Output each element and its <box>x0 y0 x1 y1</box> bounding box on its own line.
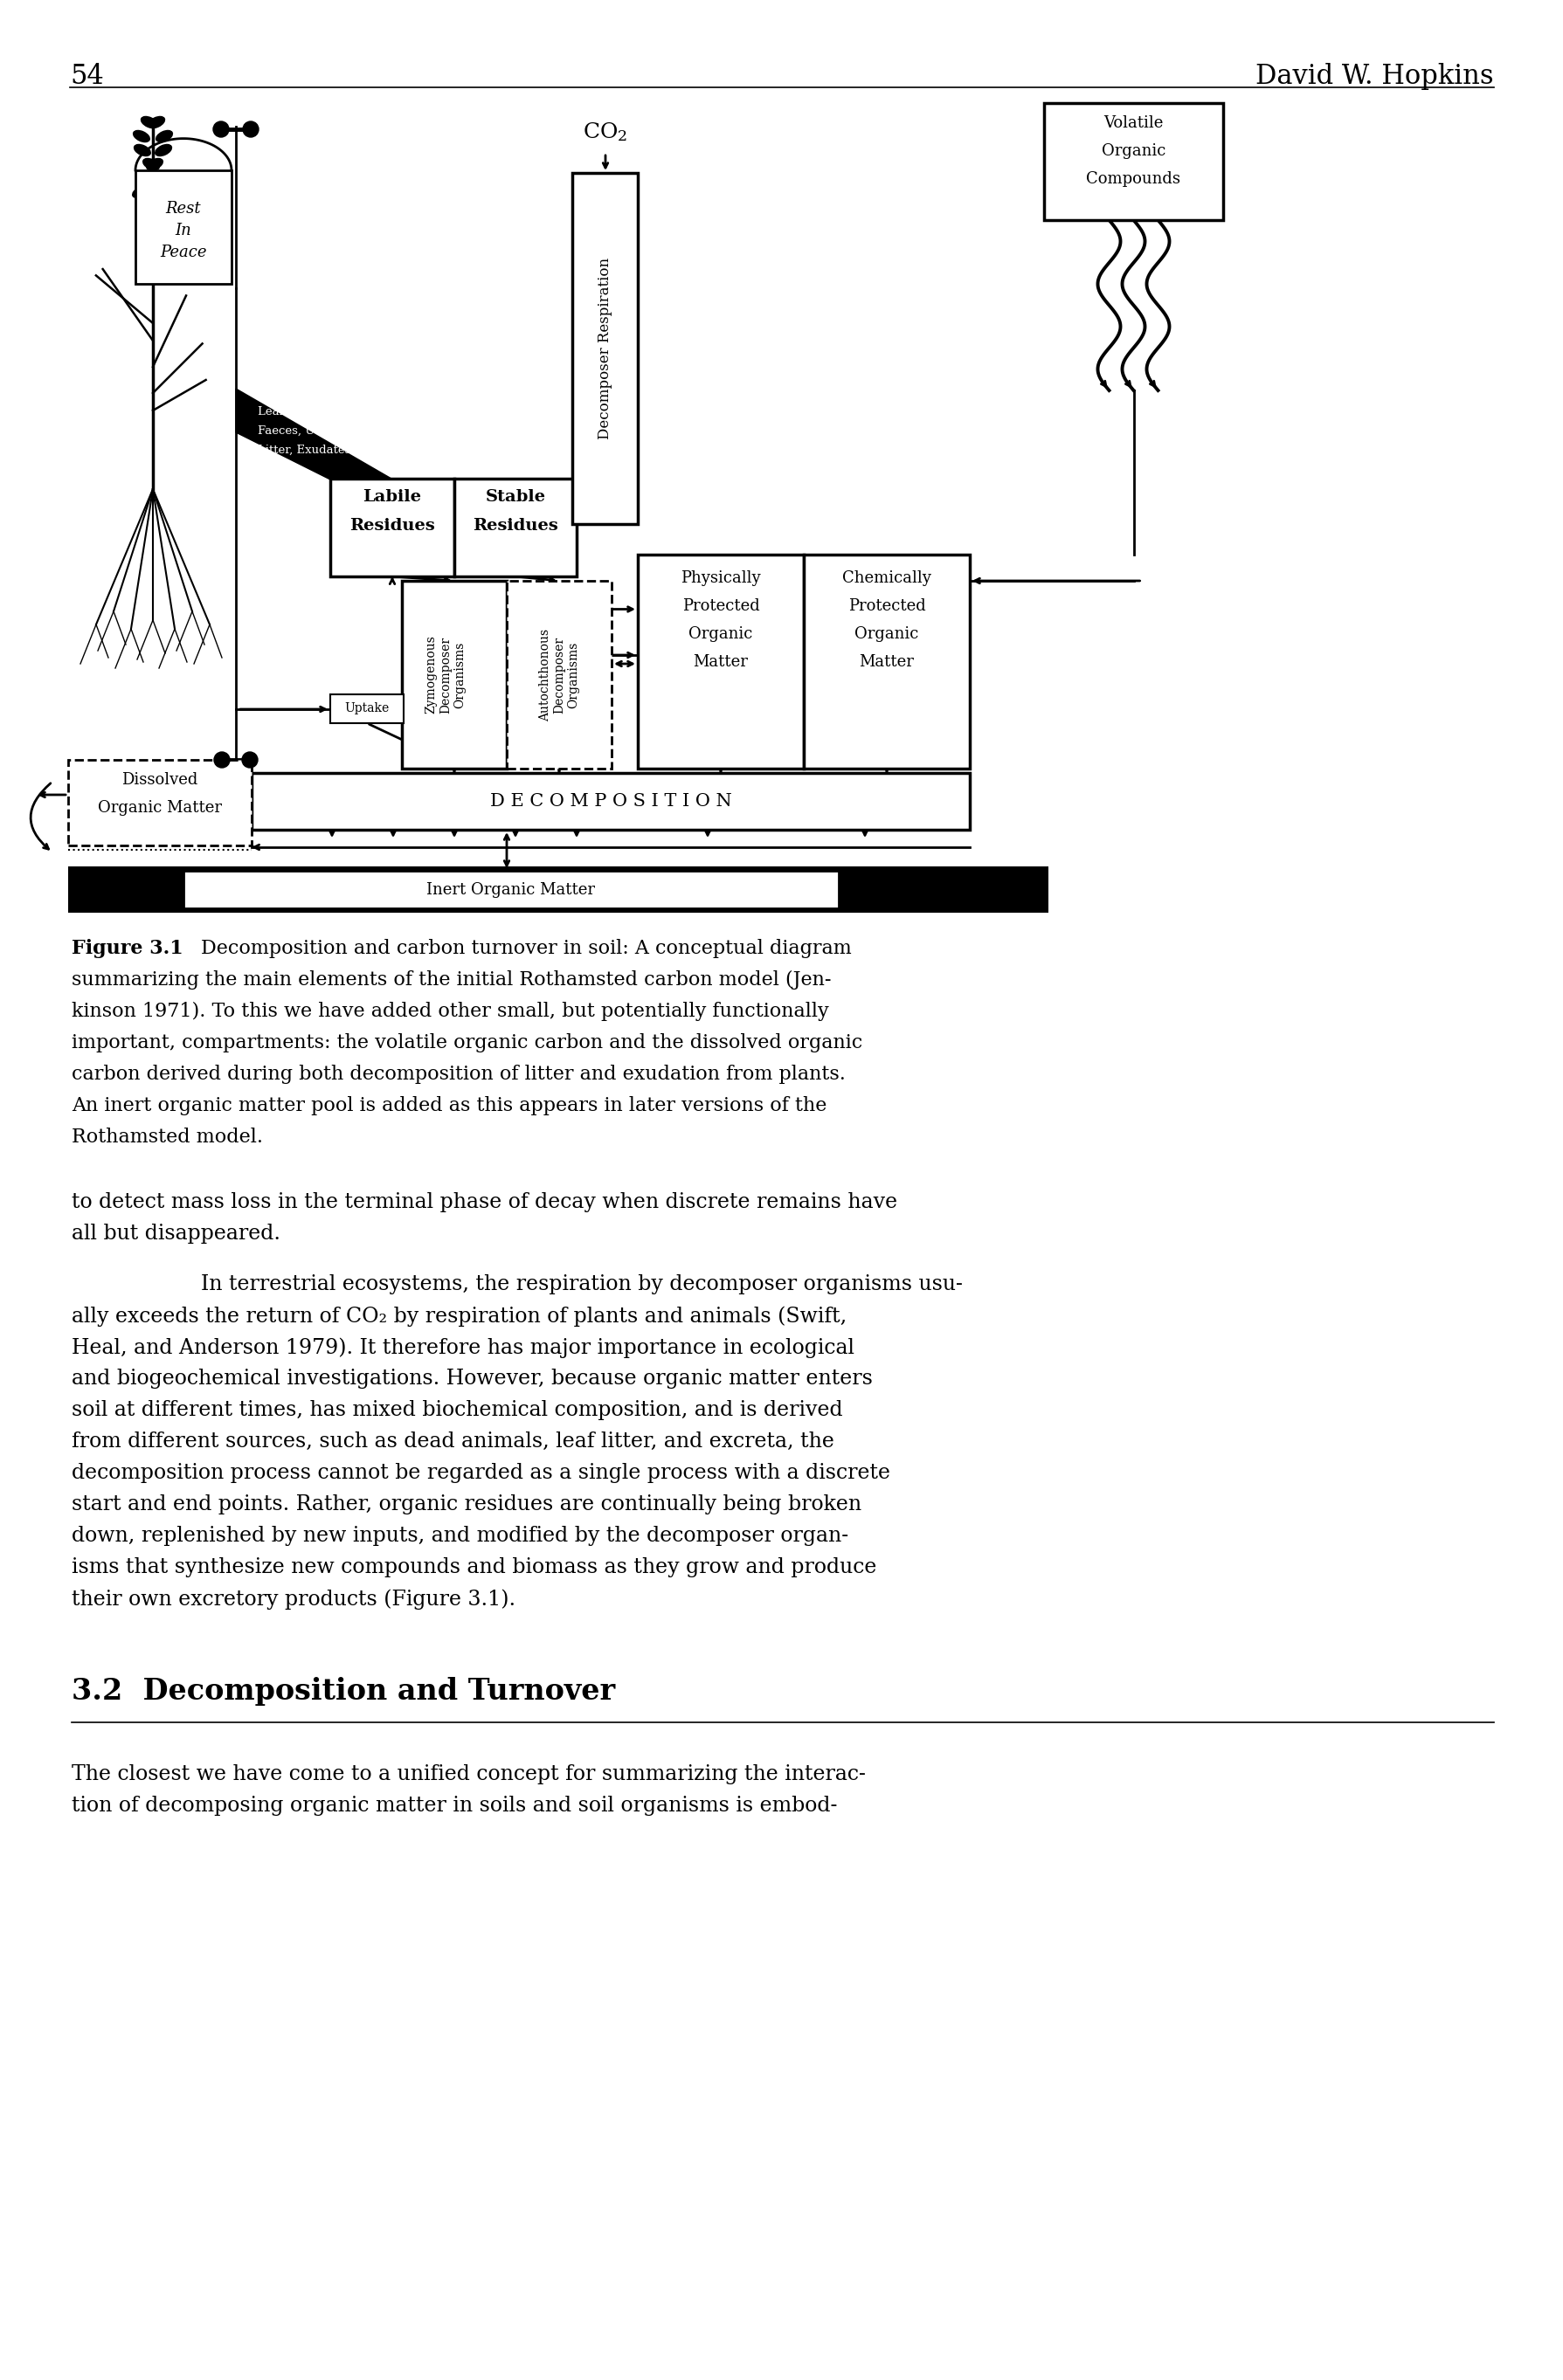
Polygon shape <box>236 388 402 516</box>
Circle shape <box>213 121 228 138</box>
Text: In: In <box>175 224 192 238</box>
Bar <box>69 866 1049 912</box>
Ellipse shape <box>156 186 173 198</box>
Text: The closest we have come to a unified concept for summarizing the interac-: The closest we have come to a unified co… <box>72 1764 866 1785</box>
Ellipse shape <box>141 117 158 129</box>
Text: 54: 54 <box>70 62 103 90</box>
Ellipse shape <box>148 214 164 226</box>
Text: soil at different times, has mixed biochemical composition, and is derived: soil at different times, has mixed bioch… <box>72 1399 842 1421</box>
Text: Decomposer Respiration: Decomposer Respiration <box>597 257 613 440</box>
Ellipse shape <box>134 145 150 157</box>
Bar <box>1044 102 1224 219</box>
Text: Organic: Organic <box>855 626 919 643</box>
Text: Dissolved: Dissolved <box>122 771 199 788</box>
Text: their own excretory products (Figure 3.1).: their own excretory products (Figure 3.1… <box>72 1590 516 1609</box>
Bar <box>455 478 577 576</box>
Bar <box>803 555 969 769</box>
Ellipse shape <box>133 131 150 143</box>
Text: start and end points. Rather, organic residues are continually being broken: start and end points. Rather, organic re… <box>72 1495 861 1514</box>
Text: Chemically: Chemically <box>842 571 932 585</box>
Ellipse shape <box>142 159 159 169</box>
Text: Rothamsted model.: Rothamsted model. <box>72 1128 263 1147</box>
Text: Physically: Physically <box>681 571 761 585</box>
Text: Volatile: Volatile <box>1103 114 1163 131</box>
Text: from different sources, such as dead animals, leaf litter, and excreta, the: from different sources, such as dead ani… <box>72 1430 835 1452</box>
Bar <box>69 759 252 845</box>
Bar <box>252 774 969 831</box>
Text: isms that synthesize new compounds and biomass as they grow and produce: isms that synthesize new compounds and b… <box>72 1557 877 1578</box>
Text: kinson 1971). To this we have added other small, but potentially functionally: kinson 1971). To this we have added othe… <box>72 1002 828 1021</box>
Text: Protected: Protected <box>681 597 760 614</box>
Text: Autochthonous
Decomposer
Organisms: Autochthonous Decomposer Organisms <box>539 628 580 721</box>
Text: David W. Hopkins: David W. Hopkins <box>1255 62 1494 90</box>
Text: Figure 3.1: Figure 3.1 <box>72 938 197 959</box>
Text: summarizing the main elements of the initial Rothamsted carbon model (Jen-: summarizing the main elements of the ini… <box>72 971 832 990</box>
Text: Compounds: Compounds <box>1086 171 1180 188</box>
Text: Inert Organic Matter: Inert Organic Matter <box>427 881 596 897</box>
Text: Uptake: Uptake <box>344 702 389 714</box>
Text: In terrestrial ecosystems, the respiration by decomposer organisms usu-: In terrestrial ecosystems, the respirati… <box>202 1273 963 1295</box>
Text: Residues: Residues <box>350 519 435 533</box>
Text: An inert organic matter pool is added as this appears in later versions of the: An inert organic matter pool is added as… <box>72 1097 827 1116</box>
Text: and biogeochemical investigations. However, because organic matter enters: and biogeochemical investigations. Howev… <box>72 1368 872 1388</box>
Text: Zymogenous
Decomposer
Organisms: Zymogenous Decomposer Organisms <box>425 635 466 714</box>
Text: Faeces, Urine, Root: Faeces, Urine, Root <box>258 426 372 436</box>
Text: Matter: Matter <box>694 655 749 669</box>
Text: Labile: Labile <box>363 490 422 505</box>
Ellipse shape <box>147 159 163 169</box>
Text: Heal, and Anderson 1979). It therefore has major importance in ecological: Heal, and Anderson 1979). It therefore h… <box>72 1338 855 1357</box>
Ellipse shape <box>136 171 153 183</box>
Text: Stable: Stable <box>486 490 545 505</box>
Bar <box>136 171 231 283</box>
Ellipse shape <box>148 117 164 129</box>
Text: D E C O M P O S I T I O N: D E C O M P O S I T I O N <box>489 793 731 809</box>
Text: Organic: Organic <box>689 626 753 643</box>
Bar <box>183 871 839 909</box>
Circle shape <box>214 752 230 769</box>
Ellipse shape <box>133 186 148 198</box>
Text: $\mathregular{CO_2}$: $\mathregular{CO_2}$ <box>583 121 628 143</box>
Text: 3.2  Decomposition and Turnover: 3.2 Decomposition and Turnover <box>72 1678 616 1706</box>
Circle shape <box>242 752 258 769</box>
Text: Litter, Exudates: Litter, Exudates <box>258 445 350 457</box>
Text: Peace: Peace <box>159 245 206 259</box>
Ellipse shape <box>156 131 172 143</box>
Text: carbon derived during both decomposition of litter and exudation from plants.: carbon derived during both decomposition… <box>72 1064 846 1083</box>
Text: tion of decomposing organic matter in soils and soil organisms is embod-: tion of decomposing organic matter in so… <box>72 1795 838 1816</box>
Text: Leaf Litter,: Leaf Litter, <box>258 407 322 416</box>
Text: Residues: Residues <box>472 519 558 533</box>
Bar <box>330 695 403 724</box>
Ellipse shape <box>153 171 169 183</box>
Ellipse shape <box>138 200 155 212</box>
Text: Organic Matter: Organic Matter <box>98 800 222 816</box>
Bar <box>572 174 638 524</box>
Bar <box>638 555 803 769</box>
Text: Rest: Rest <box>166 200 202 217</box>
Bar <box>402 581 506 769</box>
Circle shape <box>242 121 258 138</box>
Text: Protected: Protected <box>849 597 925 614</box>
Text: decomposition process cannot be regarded as a single process with a discrete: decomposition process cannot be regarded… <box>72 1464 891 1483</box>
Text: to detect mass loss in the terminal phase of decay when discrete remains have: to detect mass loss in the terminal phas… <box>72 1192 897 1211</box>
Bar <box>506 581 611 769</box>
Ellipse shape <box>155 145 172 157</box>
Text: down, replenished by new inputs, and modified by the decomposer organ-: down, replenished by new inputs, and mod… <box>72 1526 849 1547</box>
Ellipse shape <box>152 200 167 212</box>
Text: all but disappeared.: all but disappeared. <box>72 1223 280 1245</box>
Text: ally exceeds the return of CO₂ by respiration of plants and animals (Swift,: ally exceeds the return of CO₂ by respir… <box>72 1307 847 1326</box>
Bar <box>330 478 455 576</box>
Text: Matter: Matter <box>860 655 914 669</box>
Text: Organic: Organic <box>1102 143 1166 159</box>
Ellipse shape <box>141 214 158 226</box>
Text: important, compartments: the volatile organic carbon and the dissolved organic: important, compartments: the volatile or… <box>72 1033 863 1052</box>
Text: Decomposition and carbon turnover in soil: A conceptual diagram: Decomposition and carbon turnover in soi… <box>202 938 852 959</box>
